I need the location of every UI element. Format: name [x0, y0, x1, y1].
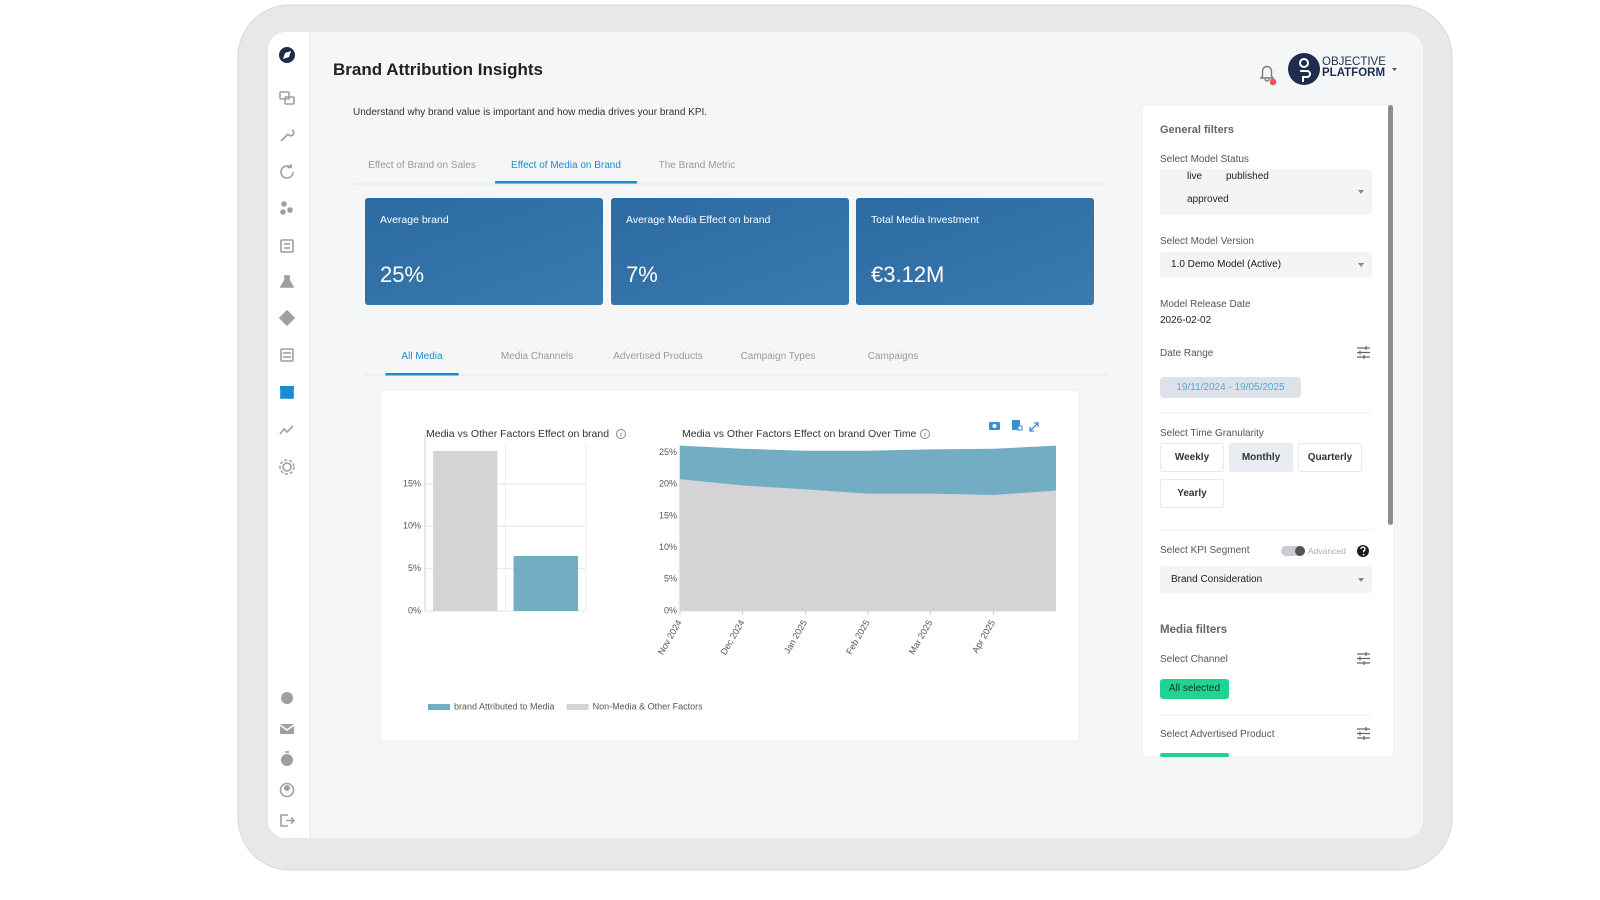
- granularity-button[interactable]: Yearly: [1160, 479, 1224, 508]
- kpi-value: 7%: [626, 262, 658, 287]
- granularity-button[interactable]: Quarterly: [1298, 443, 1362, 472]
- page-title: Brand Attribution Insights: [333, 60, 543, 79]
- legend-swatch: [566, 704, 589, 710]
- chip[interactable]: live: [1187, 171, 1203, 182]
- y-tick-label: 5%: [408, 563, 421, 573]
- filter-label: Date Range: [1160, 348, 1214, 359]
- y-tick-label: 15%: [659, 510, 677, 520]
- chip[interactable]: published: [1226, 171, 1269, 182]
- info-icons: [616, 429, 930, 439]
- release-date: 2026-02-02: [1160, 315, 1212, 326]
- kpi-label: Total Media Investment: [871, 214, 979, 226]
- tab-underline: [495, 181, 637, 184]
- subtab[interactable]: Campaign Types: [740, 351, 816, 362]
- header-icons: [1259, 53, 1397, 86]
- kpi-card: Total Media Investment €3.12M: [856, 198, 1094, 305]
- y-tick-label: 5%: [664, 574, 677, 584]
- legend-swatch: [428, 704, 450, 710]
- filter-label: Model Release Date: [1160, 299, 1251, 310]
- kpi-label: Average Media Effect on brand: [626, 214, 771, 226]
- kpi-value: 25%: [380, 262, 425, 287]
- area: [680, 445, 1056, 496]
- tab[interactable]: Effect of Media on Brand: [511, 160, 621, 171]
- section-title: Media filters: [1160, 624, 1228, 636]
- multi-select[interactable]: [1160, 169, 1372, 215]
- toggle-label: Advanced: [1308, 546, 1346, 556]
- y-tick-label: 10%: [403, 521, 421, 531]
- legend-label: brand Attributed to Media: [454, 701, 555, 711]
- granularity-button[interactable]: Monthly: [1229, 443, 1293, 472]
- kpi-card: Average Media Effect on brand 7%: [611, 198, 849, 305]
- dividers: [1160, 412, 1372, 716]
- tab[interactable]: Effect of Brand on Sales: [368, 160, 476, 171]
- channel-pill[interactable]: All selected: [1160, 679, 1229, 699]
- filter-label: Select Advertised Product: [1160, 729, 1275, 740]
- logo-top: OBJECTIVE: [1322, 56, 1386, 68]
- kpi-toggle[interactable]: [1281, 546, 1305, 556]
- logo-bottom: PLATFORM: [1322, 67, 1386, 79]
- filter-label: Select Model Status: [1160, 154, 1249, 165]
- rail-icons: [278, 47, 296, 827]
- slider-icons: [1357, 346, 1370, 740]
- y-tick-label: 0%: [664, 605, 677, 615]
- help-icon: [1357, 545, 1369, 557]
- x-tick-label: Mar 2025: [907, 618, 935, 656]
- x-tick-label: Feb 2025: [844, 618, 872, 656]
- x-tick-label: Jan 2025: [782, 618, 809, 655]
- chart-area: Media vs Other Factors Effect on brand M…: [403, 420, 1056, 711]
- bar: [513, 555, 578, 611]
- select[interactable]: [1160, 252, 1372, 277]
- y-tick-label: 0%: [408, 605, 421, 615]
- legend-label: Non-Media & Other Factors: [593, 701, 704, 711]
- toolbar-icons[interactable]: [989, 420, 1039, 432]
- select-value: 1.0 Demo Model (Active): [1171, 259, 1282, 270]
- bar: [433, 450, 498, 611]
- tab[interactable]: The Brand Metric: [658, 160, 736, 171]
- filter-label: Select KPI Segment: [1160, 545, 1250, 556]
- section-title: General filters: [1160, 124, 1234, 136]
- kpi-label: Average brand: [380, 214, 449, 226]
- x-tick-label: Dec 2024: [719, 618, 747, 656]
- subtab[interactable]: Advertised Products: [613, 351, 703, 362]
- date-range[interactable]: 19/11/2024 - 19/05/2025: [1160, 377, 1301, 398]
- nav-rail: [268, 32, 310, 838]
- chart-title: Media vs Other Factors Effect on brand: [426, 428, 609, 440]
- select[interactable]: [1160, 566, 1372, 593]
- kpi-card: Average brand 25%: [365, 198, 603, 305]
- page-description: Understand why brand value is important …: [353, 107, 708, 118]
- chart-title: Media vs Other Factors Effect on brand O…: [682, 428, 917, 440]
- caret: [1358, 263, 1364, 267]
- y-tick-label: 10%: [659, 542, 677, 552]
- clipped-pill: [1160, 753, 1229, 757]
- y-tick-label: 25%: [659, 447, 677, 457]
- device: Brand Attribution Insights Understand wh…: [20, 0, 1580, 900]
- subtab-underline: [385, 373, 459, 376]
- area: [680, 479, 1056, 611]
- tab-lines: [353, 183, 1108, 376]
- subtab[interactable]: Campaigns: [867, 351, 919, 362]
- scrollbar: [1388, 105, 1393, 525]
- subtab[interactable]: Media Channels: [500, 351, 574, 362]
- filter-label: Select Model Version: [1160, 236, 1254, 247]
- y-tick-label: 15%: [403, 478, 421, 488]
- select-value: Brand Consideration: [1171, 574, 1263, 585]
- filter-label: Select Channel: [1160, 654, 1228, 665]
- x-tick-label: Apr 2025: [970, 618, 997, 655]
- y-tick-label: 20%: [659, 479, 677, 489]
- x-tick-label: Nov 2024: [656, 618, 684, 656]
- filter-label: Select Time Granularity: [1160, 428, 1264, 439]
- kpi-value: €3.12M: [871, 262, 945, 287]
- granularity-button[interactable]: Weekly: [1160, 443, 1224, 472]
- caret: [1358, 578, 1364, 582]
- subtab[interactable]: All Media: [401, 351, 443, 362]
- chip[interactable]: approved: [1187, 194, 1229, 205]
- caret: [1358, 190, 1364, 194]
